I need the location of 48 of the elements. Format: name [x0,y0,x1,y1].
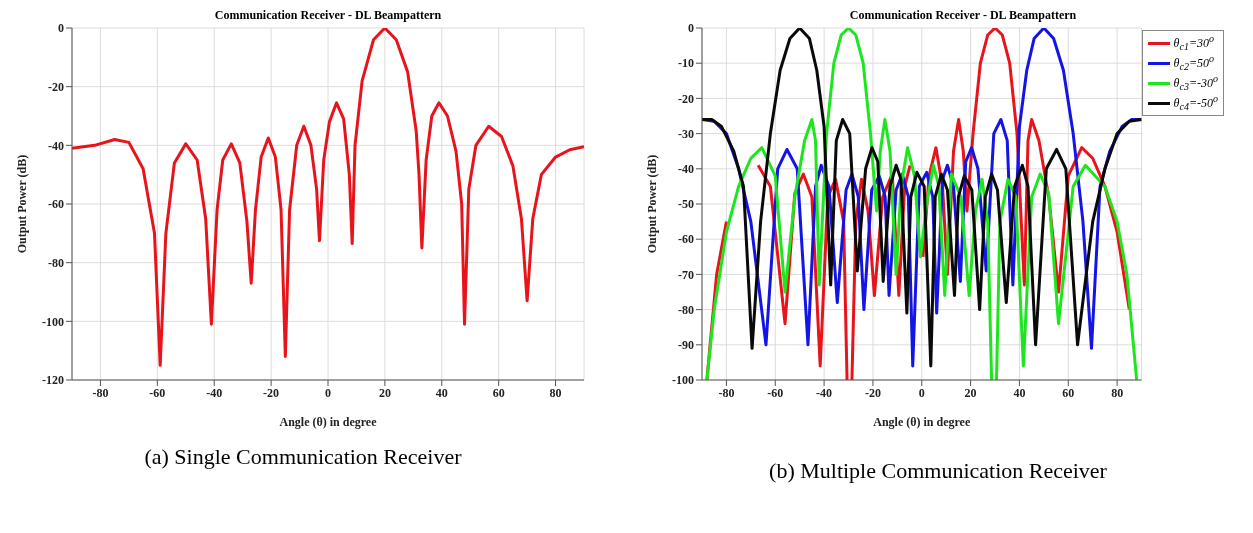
y-tick-label: -80 [678,302,694,317]
y-tick-label: -40 [678,162,694,177]
x-tick-label: -60 [767,385,784,400]
y-tick-label: -30 [678,126,694,141]
x-tick-label: -80 [718,385,735,400]
y-tick-label: 0 [688,21,694,36]
legend-label: θ$_{c2}$=50$^{o}$ [1173,53,1215,73]
y-tick-label: -60 [48,197,64,212]
x-tick-label: 60 [492,385,505,400]
x-tick-label: 80 [549,385,562,400]
x-tick-label: -60 [149,385,166,400]
y-axis-title: Output Power (dB) [645,154,660,254]
y-tick-label: -100 [672,373,694,388]
x-tick-label: -40 [816,385,833,400]
y-axis-title: Output Power (dB) [15,154,30,254]
y-tick-label: -100 [42,314,64,329]
x-tick-label: 60 [1062,385,1075,400]
y-tick-label: 0 [58,21,64,36]
y-tick-label: -10 [678,56,694,71]
y-tick-label: -80 [48,255,64,270]
y-tick-label: -20 [678,91,694,106]
chart-title: Communication Receiver - DL Beampattern [213,8,443,23]
y-tick-label: -120 [42,373,64,388]
x-tick-label: 20 [378,385,391,400]
x-tick-label: 0 [325,385,331,400]
x-tick-label: -20 [263,385,280,400]
x-tick-label: 40 [435,385,448,400]
x-tick-label: 80 [1111,385,1124,400]
y-tick-label: -60 [678,232,694,247]
x-axis-title: Angle (θ) in degree [873,415,971,429]
x-tick-label: 20 [964,385,977,400]
x-tick-label: 0 [918,385,925,400]
x-tick-label: -40 [206,385,223,400]
x-tick-label: -20 [864,385,881,400]
y-tick-label: -90 [678,338,694,353]
chart-title: Communication Receiver - DL Beampattern [848,8,1078,23]
legend-label: θ$_{c1}$=30$^{o}$ [1173,33,1215,53]
legend-label: θ$_{c4}$=-50$^{o}$ [1173,93,1218,113]
x-axis-title: Angle (θ) in degree [279,415,378,429]
text: (b) Multiple Communication Receiver [768,458,1108,484]
text: (a) Single Communication Receiver [143,444,463,470]
x-tick-label: 40 [1013,385,1026,400]
y-tick-label: -20 [48,79,64,94]
y-tick-label: -40 [48,138,64,153]
y-tick-label: -50 [678,197,694,212]
legend-label: θ$_{c3}$=-30$^{o}$ [1173,73,1218,93]
y-tick-label: -70 [678,267,694,282]
x-tick-label: -80 [92,385,109,400]
